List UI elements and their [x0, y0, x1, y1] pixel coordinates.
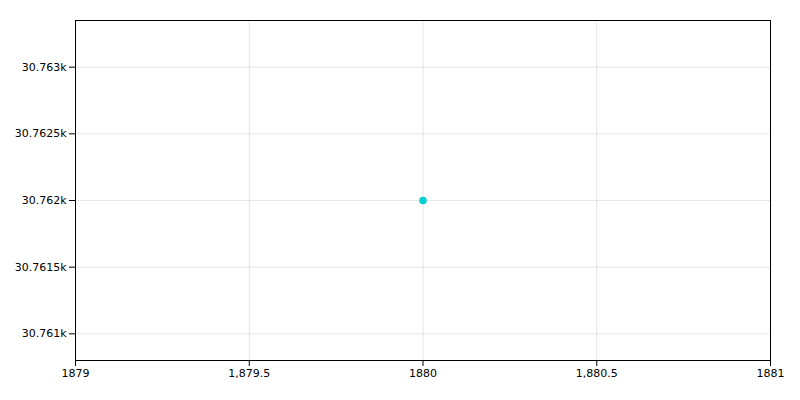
svg-text:30.7615k: 30.7615k	[15, 261, 67, 274]
svg-text:30.763k: 30.763k	[22, 61, 67, 74]
svg-text:30.7625k: 30.7625k	[15, 127, 67, 140]
svg-text:1881: 1881	[757, 367, 785, 380]
svg-text:30.761k: 30.761k	[22, 327, 67, 340]
svg-text:30.762k: 30.762k	[22, 194, 67, 207]
svg-text:1,879.5: 1,879.5	[228, 367, 270, 380]
svg-text:1879: 1879	[62, 367, 90, 380]
svg-text:1,880.5: 1,880.5	[576, 367, 618, 380]
svg-text:1880: 1880	[409, 367, 437, 380]
